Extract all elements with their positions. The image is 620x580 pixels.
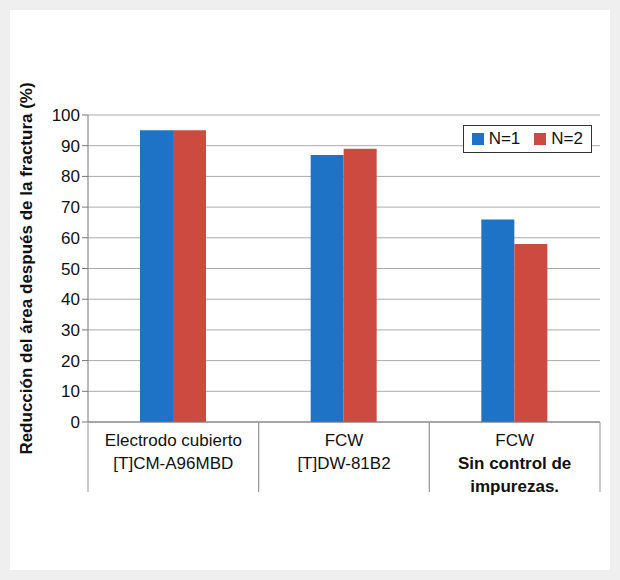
svg-text:70: 70 [61,198,80,217]
svg-text:[T]DW-81B2: [T]DW-81B2 [297,454,390,473]
html-text:N=2: N=2 [551,129,583,148]
svg-text:impurezas.: impurezas. [470,477,559,496]
svg-text:FCW: FCW [495,431,534,450]
svg-text:[T]CM-A96MBD: [T]CM-A96MBD [113,454,233,473]
svg-text:FCW: FCW [325,431,364,450]
svg-text:20: 20 [61,352,80,371]
svg-text:Electrodo cubierto: Electrodo cubierto [105,431,242,450]
svg-text:10: 10 [61,382,80,401]
svg-text:30: 30 [61,321,80,340]
svg-text:50: 50 [61,260,80,279]
svg-text:80: 80 [61,167,80,186]
svg-text:Sin control de: Sin control de [458,454,571,473]
svg-text:60: 60 [61,229,80,248]
svg-text:0: 0 [71,413,80,432]
svg-text:100: 100 [52,106,80,125]
svg-text:Reducción del área después de: Reducción del área después de la fractur… [17,82,36,454]
svg-text:40: 40 [61,290,80,309]
svg-text:90: 90 [61,137,80,156]
html-text:N=1: N=1 [488,129,521,148]
